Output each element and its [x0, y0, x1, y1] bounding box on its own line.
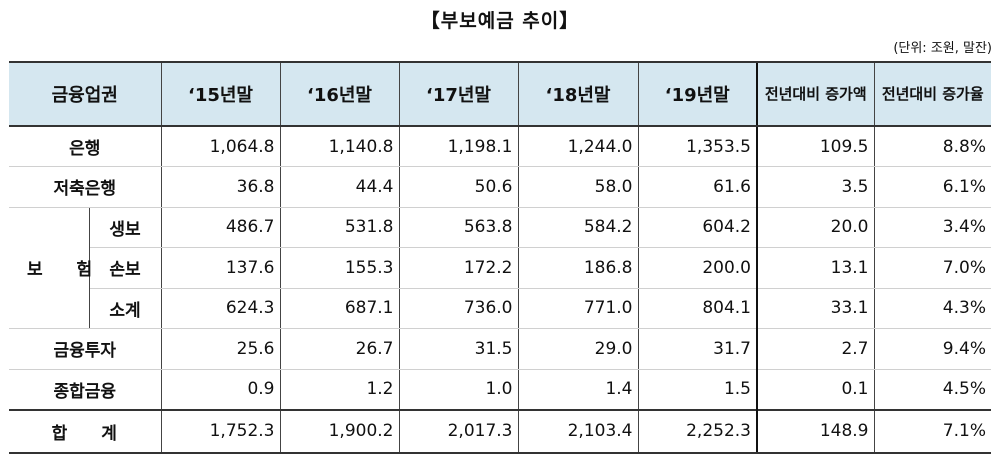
cell: 137.6 — [161, 247, 281, 289]
col-header-sector: 금융업권 — [9, 61, 162, 127]
cell: 624.3 — [161, 288, 281, 329]
cell: 172.2 — [399, 247, 519, 289]
cell: 6.1% — [874, 166, 991, 208]
cell: 13.1 — [756, 247, 875, 289]
cell: 8.8% — [874, 126, 991, 167]
row-label: 저축은행 — [9, 166, 162, 208]
row-label: 합 계 — [9, 408, 162, 454]
cell: 186.8 — [518, 247, 639, 289]
cell: 3.5 — [756, 166, 875, 208]
cell: 1.0 — [399, 369, 519, 410]
cell: 50.6 — [399, 166, 519, 208]
table-row-insurance-life: 보 험 생보 486.7 531.8 563.8 584.2 604.2 20.… — [9, 207, 991, 329]
col-header-2016: ‘16년말 — [280, 61, 400, 127]
cell: 200.0 — [638, 247, 758, 289]
col-header-2018: ‘18년말 — [518, 61, 639, 127]
cell: 687.1 — [280, 288, 400, 329]
cell: 3.4% — [874, 207, 991, 248]
cell: 58.0 — [518, 166, 639, 208]
cell: 26.7 — [280, 328, 400, 370]
row-label: 종합금융 — [9, 369, 162, 410]
cell: 44.4 — [280, 166, 400, 208]
cell: 4.5% — [874, 369, 991, 410]
cell: 1.5 — [638, 369, 758, 410]
cell: 604.2 — [638, 207, 758, 248]
cell: 7.0% — [874, 247, 991, 289]
unit-note: (단위: 조원, 말잔) — [893, 41, 992, 56]
cell: 1,752.3 — [161, 408, 281, 454]
table-row-investment: 금융투자 25.6 26.7 31.5 29.0 31.7 2.7 9.4% — [9, 328, 991, 370]
cell: 4.3% — [874, 288, 991, 329]
cell: 486.7 — [161, 207, 281, 248]
table-row-insurance-subtotal: 소계 624.3 687.1 736.0 771.0 804.1 33.1 4.… — [9, 288, 991, 329]
cell: 771.0 — [518, 288, 639, 329]
cell: 31.5 — [399, 328, 519, 370]
row-label: 손보 — [89, 247, 162, 289]
cell: 2,252.3 — [638, 408, 758, 454]
deposit-table: 금융업권 ‘15년말 ‘16년말 ‘17년말 ‘18년말 ‘19년말 전년대비 … — [9, 61, 991, 454]
cell: 1,140.8 — [280, 126, 400, 167]
cell: 109.5 — [756, 126, 875, 167]
cell: 2,103.4 — [518, 408, 639, 454]
cell: 31.7 — [638, 328, 758, 370]
cell: 20.0 — [756, 207, 875, 248]
cell: 29.0 — [518, 328, 639, 370]
col-header-yoy-amount: 전년대비 증가액 — [756, 61, 875, 127]
cell: 61.6 — [638, 166, 758, 208]
table-title: 【부보예금 추이】 — [420, 10, 580, 32]
table-row-total: 합 계 1,752.3 1,900.2 2,017.3 2,103.4 2,25… — [9, 408, 991, 454]
row-group-label: 보 험 — [9, 207, 92, 329]
cell: 804.1 — [638, 288, 758, 329]
cell: 2,017.3 — [399, 408, 519, 454]
cell: 1,064.8 — [161, 126, 281, 167]
table-row-composite: 종합금융 0.9 1.2 1.0 1.4 1.5 0.1 4.5% — [9, 369, 991, 410]
cell: 1.4 — [518, 369, 639, 410]
cell: 584.2 — [518, 207, 639, 248]
cell: 1,900.2 — [280, 408, 400, 454]
cell: 33.1 — [756, 288, 875, 329]
row-label: 생보 — [89, 207, 162, 248]
row-label: 은행 — [9, 126, 162, 167]
cell: 7.1% — [874, 408, 991, 454]
col-header-2015: ‘15년말 — [161, 61, 281, 127]
cell: 155.3 — [280, 247, 400, 289]
cell: 1,198.1 — [399, 126, 519, 167]
table-row-savings: 저축은행 36.8 44.4 50.6 58.0 61.6 3.5 6.1% — [9, 166, 991, 208]
cell: 1.2 — [280, 369, 400, 410]
cell: 0.1 — [756, 369, 875, 410]
cell: 563.8 — [399, 207, 519, 248]
cell: 25.6 — [161, 328, 281, 370]
header-row: 금융업권 ‘15년말 ‘16년말 ‘17년말 ‘18년말 ‘19년말 전년대비 … — [9, 61, 991, 127]
col-header-yoy-rate: 전년대비 증가율 — [874, 61, 991, 127]
cell: 1,244.0 — [518, 126, 639, 167]
table-row-insurance-nonlife: 손보 137.6 155.3 172.2 186.8 200.0 13.1 7.… — [9, 247, 991, 289]
cell: 531.8 — [280, 207, 400, 248]
cell: 0.9 — [161, 369, 281, 410]
cell: 736.0 — [399, 288, 519, 329]
cell: 9.4% — [874, 328, 991, 370]
row-label: 소계 — [89, 288, 162, 329]
cell: 1,353.5 — [638, 126, 758, 167]
col-header-2019: ‘19년말 — [638, 61, 758, 127]
row-label: 금융투자 — [9, 328, 162, 370]
cell: 2.7 — [756, 328, 875, 370]
cell: 36.8 — [161, 166, 281, 208]
cell: 148.9 — [756, 408, 875, 454]
table-row-bank: 은행 1,064.8 1,140.8 1,198.1 1,244.0 1,353… — [9, 126, 991, 167]
col-header-2017: ‘17년말 — [399, 61, 519, 127]
